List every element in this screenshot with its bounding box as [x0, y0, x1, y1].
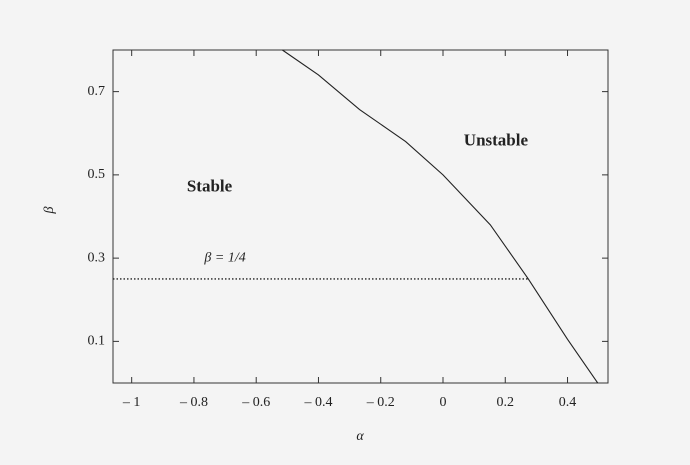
x-tick-label: – 0.8 [179, 395, 208, 410]
y-axis-label: β [42, 206, 57, 214]
x-tick-label: – 0.2 [366, 395, 395, 410]
y-tick-label: 0.3 [88, 250, 106, 265]
stability-boundary [282, 49, 599, 384]
y-tick-label: 0.5 [88, 167, 106, 182]
x-axis-label: α [356, 429, 364, 444]
x-tick-label: – 0.6 [241, 395, 270, 410]
annotation: β = 1/4 [203, 250, 245, 265]
x-tick-label: 0 [440, 395, 447, 410]
y-tick-label: 0.1 [88, 334, 106, 349]
plot-frame [112, 49, 609, 384]
x-tick-label: – 0.4 [303, 395, 332, 410]
annotation: Stable [187, 176, 233, 195]
x-tick-label: – 1 [122, 395, 141, 410]
y-tick-label: 0.7 [88, 84, 106, 99]
annotation: Unstable [464, 130, 529, 149]
x-tick-label: 0.4 [559, 395, 577, 410]
x-tick-label: 0.2 [497, 395, 515, 410]
